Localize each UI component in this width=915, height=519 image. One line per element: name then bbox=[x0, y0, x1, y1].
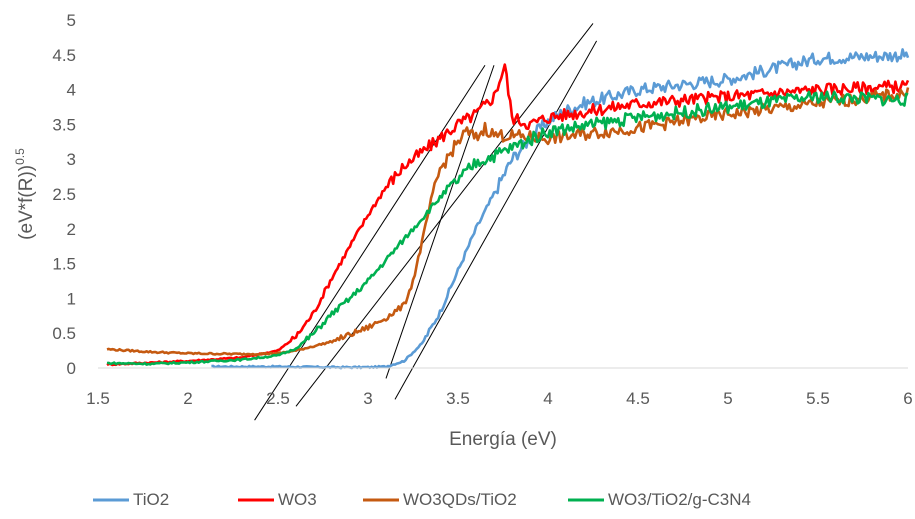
tangent-line bbox=[295, 23, 594, 407]
x-tick-label: 6 bbox=[903, 389, 912, 408]
x-tick-label: 5.5 bbox=[806, 389, 830, 408]
y-axis-title-exponent: 0.5 bbox=[13, 148, 27, 165]
x-tick-label: 2 bbox=[183, 389, 192, 408]
y-tick-label: 5 bbox=[67, 11, 76, 30]
x-tick-label: 4 bbox=[543, 389, 552, 408]
y-tick-label: 2 bbox=[67, 220, 76, 239]
y-tick-label: 3.5 bbox=[52, 115, 76, 134]
x-tick-label: 1.5 bbox=[86, 389, 110, 408]
y-tick-labels: 0 0.5 1 1.5 2 2.5 3 3.5 4 4.5 5 bbox=[52, 11, 76, 378]
y-axis-title: (eV*f(R))0.5 bbox=[13, 148, 37, 240]
y-tick-label: 2.5 bbox=[52, 185, 76, 204]
tangent-line bbox=[394, 40, 598, 400]
series-line bbox=[106, 87, 910, 356]
series-line bbox=[106, 90, 909, 366]
y-tick-label: 1.5 bbox=[52, 255, 76, 274]
x-tick-label: 2.5 bbox=[266, 389, 290, 408]
tangent-line bbox=[254, 64, 486, 421]
tangent-lines bbox=[254, 23, 598, 421]
legend-label: WO3 bbox=[278, 490, 317, 509]
legend: TiO2 WO3 WO3QDs/TiO2 WO3/TiO2/g-C3N4 bbox=[93, 490, 751, 509]
x-tick-label: 3 bbox=[363, 389, 372, 408]
legend-label: WO3/TiO2/g-C3N4 bbox=[608, 490, 751, 509]
x-tick-label: 5 bbox=[723, 389, 732, 408]
y-tick-label: 4.5 bbox=[52, 46, 76, 65]
x-axis-title: Energía (eV) bbox=[449, 429, 557, 450]
series-line bbox=[106, 63, 910, 367]
y-tick-label: 0.5 bbox=[52, 324, 76, 343]
x-tick-label: 4.5 bbox=[626, 389, 650, 408]
legend-label: WO3QDs/TiO2 bbox=[403, 490, 517, 509]
series-lines bbox=[106, 48, 910, 370]
series-line bbox=[211, 48, 910, 370]
legend-label: TiO2 bbox=[133, 490, 169, 509]
y-tick-label: 1 bbox=[67, 289, 76, 308]
tangent-line bbox=[385, 65, 495, 379]
y-tick-label: 0 bbox=[67, 359, 76, 378]
y-tick-label: 4 bbox=[67, 81, 76, 100]
x-tick-label: 3.5 bbox=[446, 389, 470, 408]
x-tick-labels: 1.5 2 2.5 3 3.5 4 4.5 5 5.5 6 bbox=[86, 389, 913, 408]
y-tick-label: 3 bbox=[67, 150, 76, 169]
y-axis-title-main: (eV*f(R)) bbox=[16, 165, 37, 240]
